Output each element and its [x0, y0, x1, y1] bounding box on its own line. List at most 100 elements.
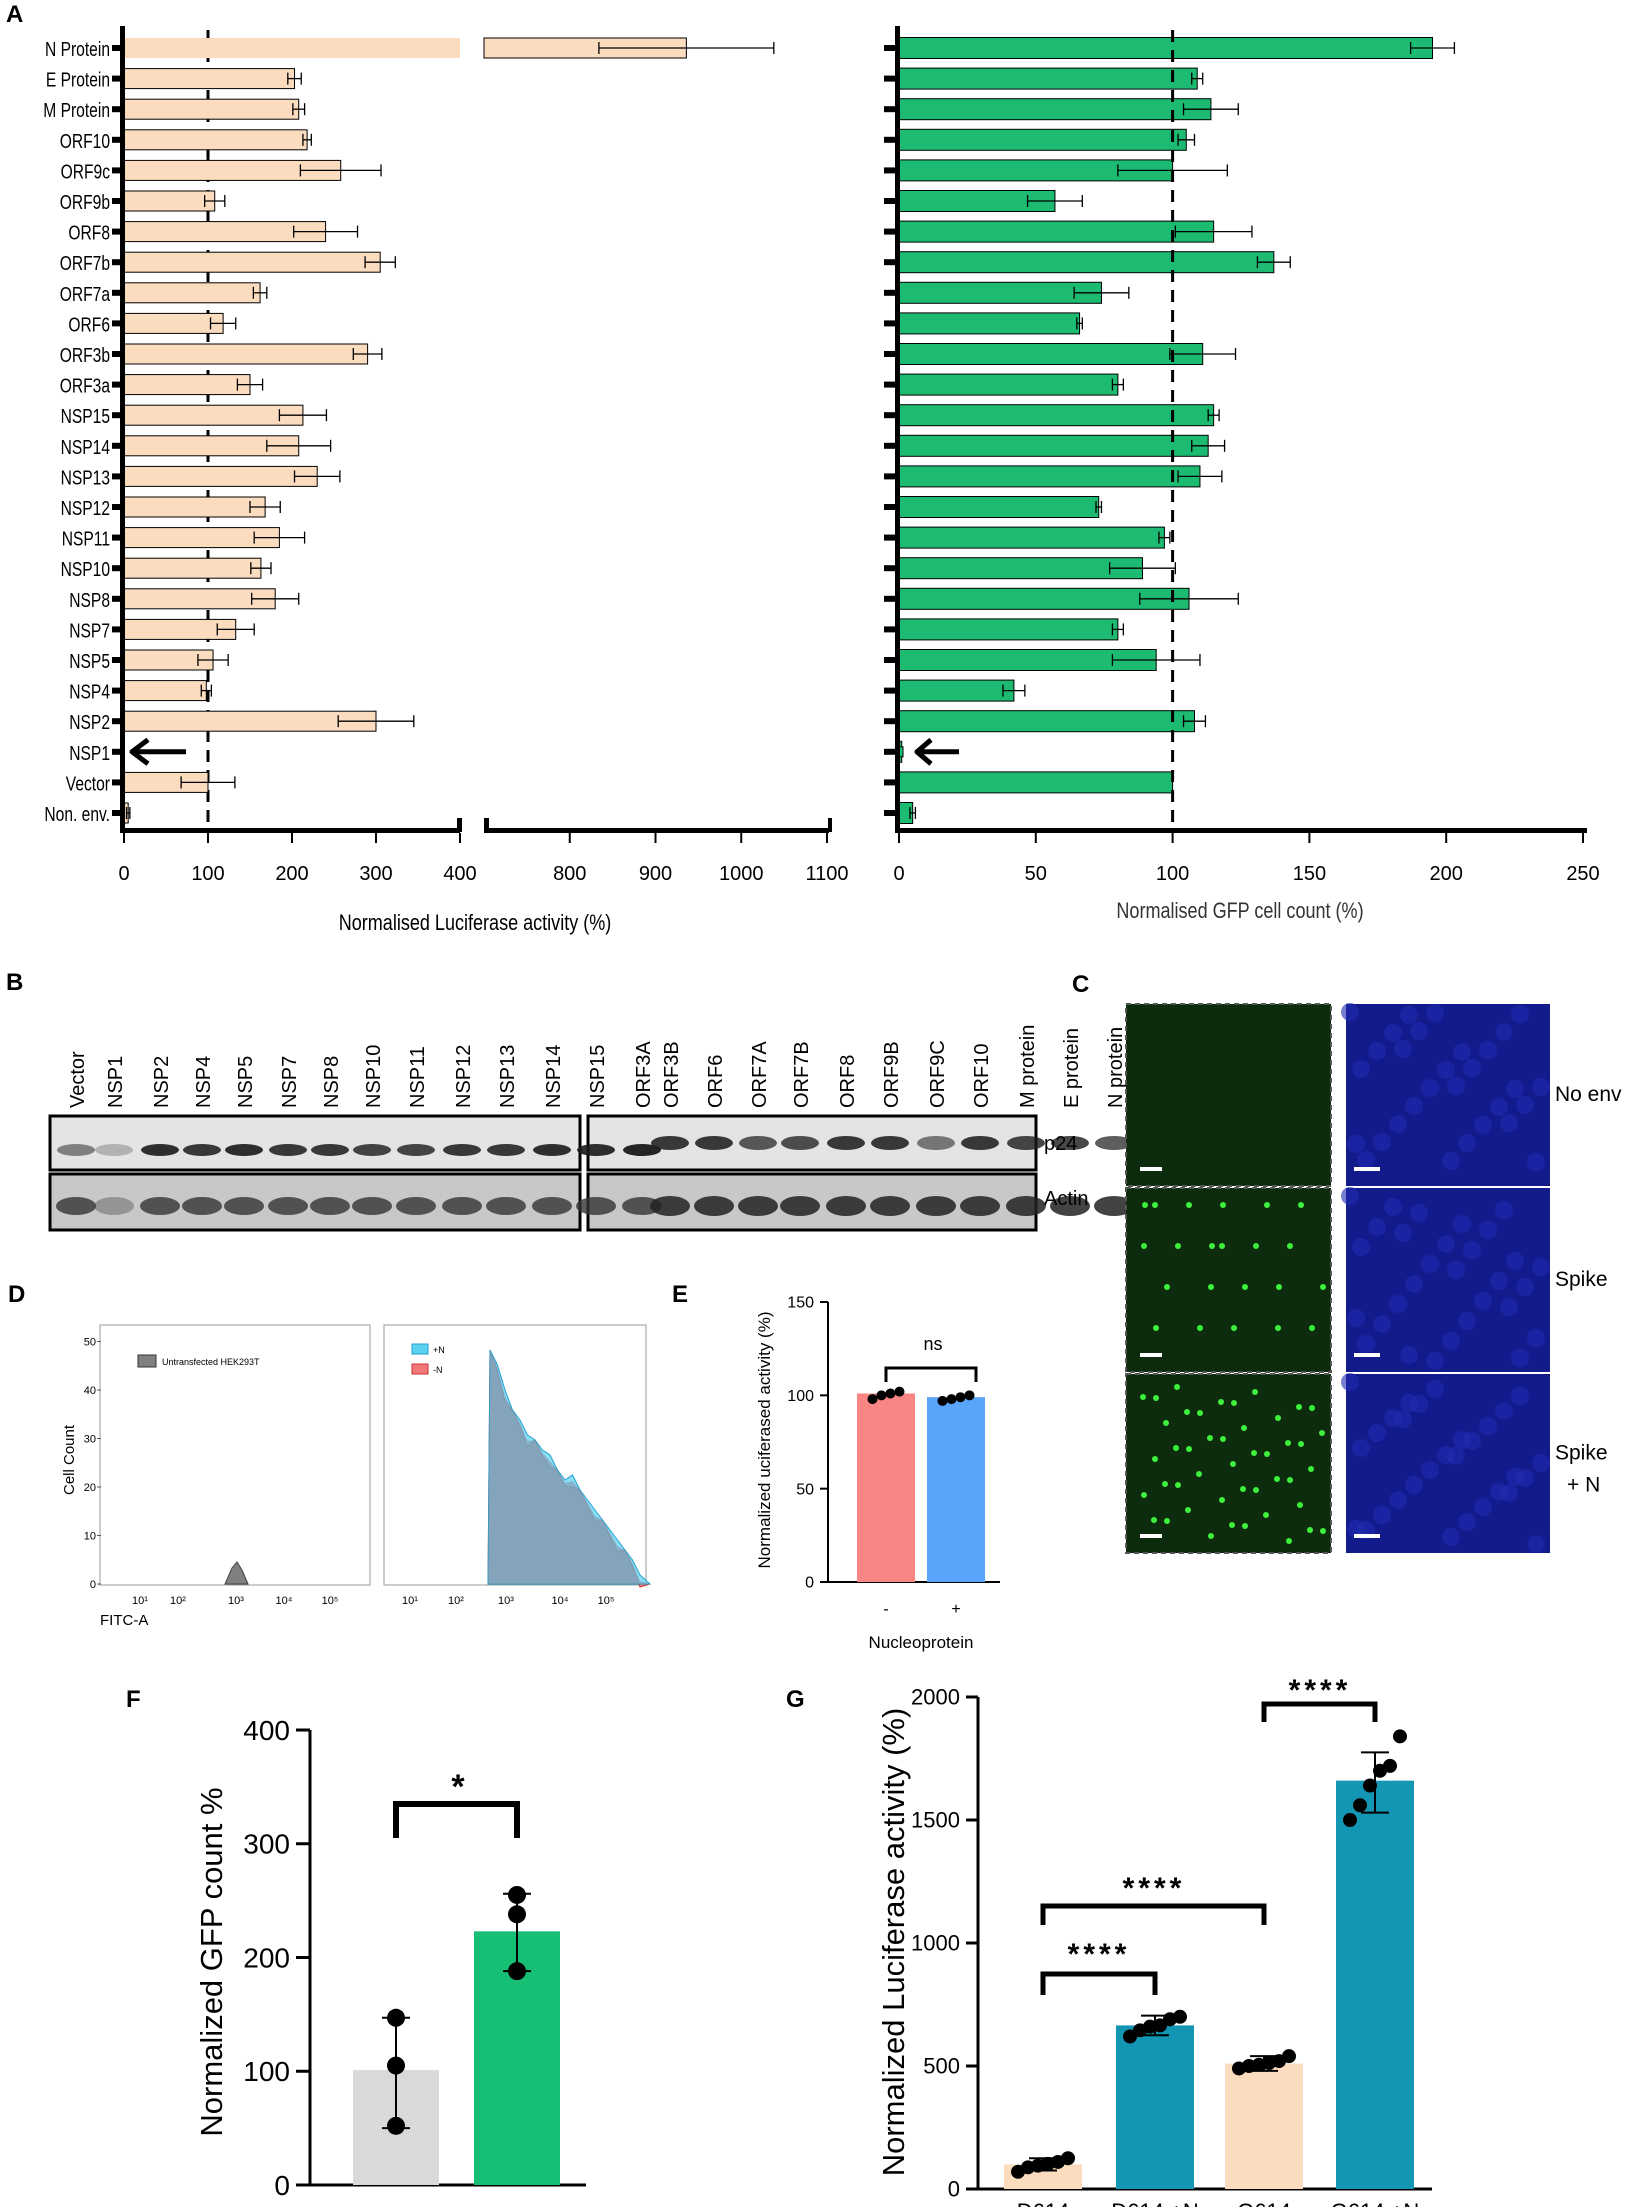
gfp-cell — [1253, 1243, 1259, 1249]
band — [397, 1144, 435, 1156]
nucleus — [1426, 1352, 1444, 1370]
y-tick-label: 300 — [243, 1829, 290, 1860]
bar — [898, 98, 1212, 121]
axis-break-mark — [457, 818, 462, 832]
data-point — [1393, 1729, 1407, 1744]
nucleus — [1527, 1535, 1545, 1553]
category-label: NSP14 — [61, 436, 110, 458]
x-tick-label: 0 — [893, 863, 904, 885]
nucleus — [1463, 1241, 1481, 1259]
panel-letter-d: D — [8, 1281, 25, 1308]
x-axis-low — [120, 828, 460, 833]
gfp-cell — [1141, 1492, 1147, 1498]
y-tick — [884, 810, 896, 816]
legend-swatch — [137, 1354, 157, 1368]
band — [1050, 1196, 1090, 1216]
category-label: ORF3a — [60, 375, 110, 397]
nucleus — [1474, 1116, 1492, 1134]
data-point — [1153, 2018, 1167, 2033]
y-tick — [884, 228, 896, 235]
y-tick — [112, 198, 124, 204]
gfp-cell — [1309, 1405, 1315, 1411]
lane-label: NSP2 — [151, 1056, 173, 1108]
y-tick-label: 50 — [84, 1337, 96, 1349]
category-label: NSP10 — [61, 558, 110, 580]
y-tick — [112, 810, 124, 816]
y-tick-label: 2000 — [911, 1685, 960, 1710]
x-tick-label: G614 +N — [1331, 2199, 1420, 2207]
x-tick-label: 400 — [443, 863, 476, 885]
band — [576, 1197, 616, 1215]
bar — [898, 679, 1015, 702]
bar — [898, 281, 1102, 304]
gfp-cell — [1287, 1477, 1293, 1483]
y-tick — [112, 136, 124, 143]
nucleus — [1458, 1513, 1476, 1531]
bar — [898, 373, 1119, 396]
band — [225, 1144, 263, 1156]
nucleus — [1341, 1187, 1359, 1205]
band — [1051, 1136, 1089, 1150]
band — [95, 1144, 133, 1156]
lane-label: E protein — [1061, 1028, 1083, 1108]
nucleus — [1437, 1446, 1455, 1464]
band — [695, 1136, 733, 1150]
category-label: NSP11 — [62, 528, 110, 550]
blot-box-p24-left — [48, 1114, 582, 1172]
nucleus — [1384, 1024, 1402, 1042]
y-tick — [112, 748, 124, 755]
gfp-cell — [1142, 1202, 1148, 1208]
bar — [123, 282, 261, 304]
nucleus — [1400, 1394, 1418, 1412]
data-point — [387, 2008, 405, 2027]
gfp-cell — [1253, 1487, 1259, 1493]
nucleus — [1490, 1098, 1508, 1116]
category-label: NSP5 — [69, 650, 110, 672]
nucleus — [1389, 1491, 1407, 1509]
gfp-cell — [1242, 1523, 1248, 1529]
significance-bracket — [1261, 1701, 1378, 1722]
panel-a-gfp-chart: 0 50 100 150 200 250 Normalised GFP cell count… — [884, 26, 1600, 923]
gfp-cell — [1152, 1456, 1158, 1462]
category-label: NSP13 — [61, 467, 110, 489]
bar — [123, 404, 304, 426]
band — [56, 1197, 96, 1215]
bar — [898, 312, 1081, 335]
band — [827, 1136, 865, 1150]
band — [960, 1196, 1000, 1216]
y-tick — [112, 289, 124, 296]
bar — [123, 312, 224, 334]
band — [183, 1144, 221, 1156]
y-tick-label: 150 — [787, 1295, 814, 1312]
legend-label: Untransfected HEK293T — [162, 1357, 260, 1367]
nucleus — [1373, 1133, 1391, 1151]
bar — [1116, 2025, 1194, 2189]
bar — [898, 37, 1434, 59]
bar — [123, 129, 308, 151]
gfp-cell — [1275, 1415, 1281, 1421]
nucleus — [1400, 1006, 1418, 1024]
x-tick-label: 10⁴ — [276, 1595, 293, 1607]
gfp-cell — [1319, 1430, 1325, 1436]
x-tick-label: 1100 — [805, 863, 848, 885]
y-tick — [884, 595, 896, 602]
y-tick — [884, 167, 896, 174]
gfp-cell — [1240, 1486, 1246, 1492]
lane-label: NSP7 — [279, 1056, 301, 1108]
nucleus — [1516, 1096, 1534, 1114]
bar — [1225, 2063, 1303, 2189]
category-label: ORF9b — [60, 191, 110, 213]
nucleus — [1479, 1041, 1497, 1059]
x-tick-label: 150 — [1293, 863, 1326, 885]
category-label: NSP8 — [69, 589, 110, 611]
data-point — [508, 1905, 526, 1924]
bar — [123, 374, 251, 396]
x-tick-label: 50 — [1025, 863, 1047, 885]
band — [1007, 1136, 1045, 1150]
nucleus — [1490, 1272, 1508, 1290]
band — [1006, 1196, 1046, 1216]
nucleus — [1447, 1261, 1465, 1279]
gfp-cell — [1153, 1325, 1159, 1331]
panel-b-western-blot: Vector NSP1 NSP2 NSP4 NSP5 NSP7 NSP8 NSP10 NSP11… — [48, 1025, 1134, 1232]
band — [577, 1144, 615, 1156]
